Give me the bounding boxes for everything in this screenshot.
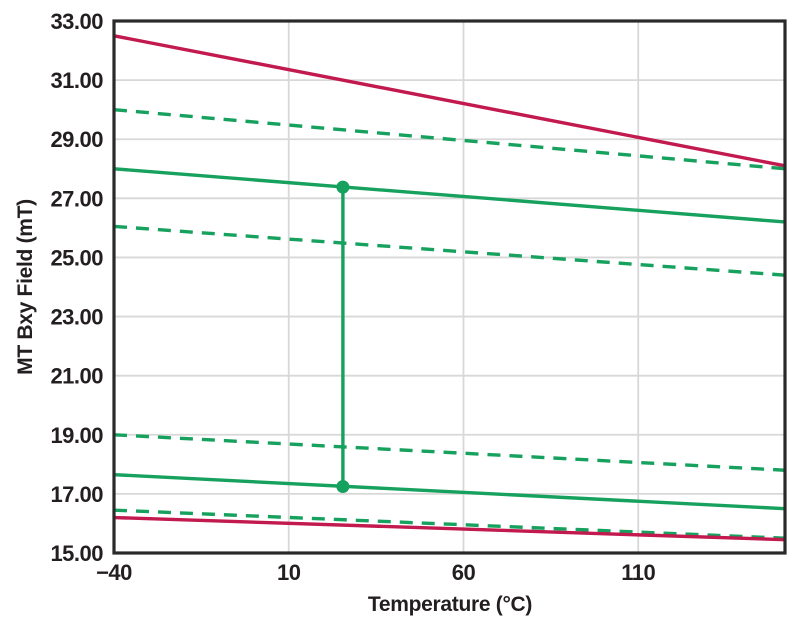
y-tick-label: 17.00 — [50, 482, 103, 507]
x-tick-label: −40 — [96, 560, 132, 585]
data-marker-top — [336, 180, 350, 194]
y-axis-title: MT Bxy Field (mT) — [14, 199, 37, 375]
plot-border — [112, 19, 787, 555]
y-tick-label: 21.00 — [50, 364, 103, 389]
y-tick-label: 27.00 — [50, 186, 103, 211]
y-tick-label: 19.00 — [50, 423, 103, 448]
x-axis-title: Temperature (°C) — [367, 593, 533, 616]
x-tick-label: 10 — [277, 560, 301, 585]
x-tick-label: 60 — [452, 560, 476, 585]
series-lower-green-dashed-2 — [113, 508, 786, 540]
series-upper-red-solid — [113, 34, 786, 168]
y-tick-label: 23.00 — [50, 305, 103, 330]
data-marker-bottom — [336, 480, 350, 493]
y-tick-label: 29.00 — [50, 127, 103, 152]
series-lower-green-solid — [113, 472, 786, 511]
y-tick-label: 15.00 — [50, 541, 103, 566]
y-tick-label: 31.00 — [50, 68, 103, 93]
y-tick-label: 33.00 — [50, 9, 103, 34]
series-mid-green-dashed — [113, 224, 786, 277]
series-lower-red-solid — [113, 515, 786, 542]
x-tick-label: 110 — [621, 560, 655, 585]
series-upper-green-solid — [113, 167, 786, 224]
series-upper-green-dashed — [113, 107, 786, 171]
series-lower-green-dashed-1 — [113, 433, 786, 472]
y-tick-label: 25.00 — [50, 245, 103, 270]
